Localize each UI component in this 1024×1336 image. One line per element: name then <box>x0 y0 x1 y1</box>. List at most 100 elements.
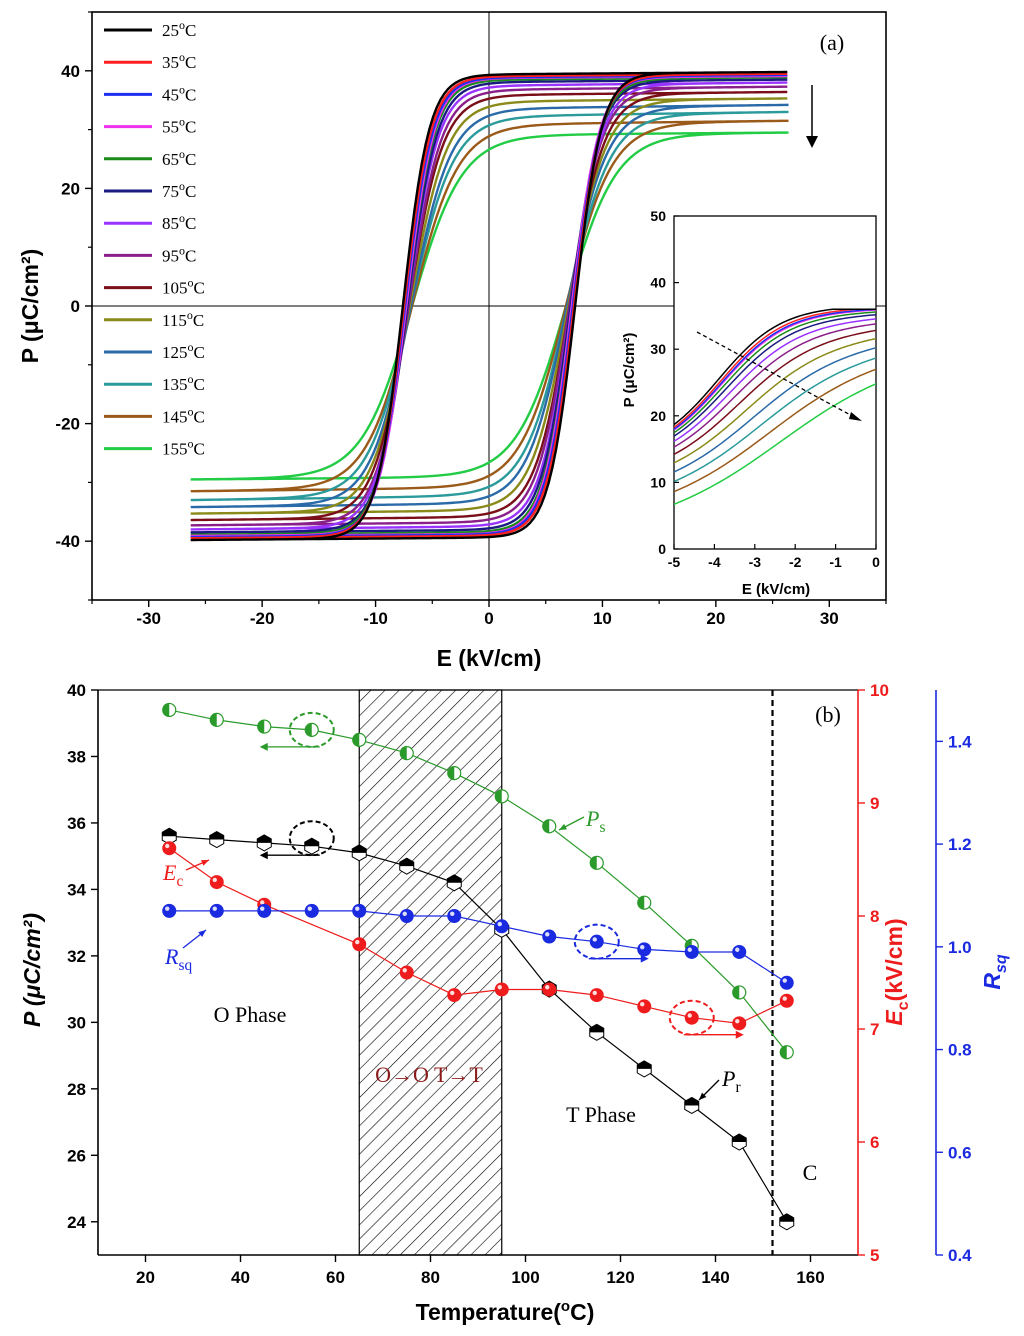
pr-marker-fill <box>209 831 224 840</box>
inset-curve-35C <box>674 308 876 428</box>
b-x-tick-label: 160 <box>796 1268 824 1287</box>
x-tick-label: -10 <box>363 609 388 628</box>
rsq-marker <box>399 909 414 923</box>
ec-marker <box>494 982 509 997</box>
ec-marker-highlight <box>212 877 217 883</box>
data-point-Ps <box>637 895 652 910</box>
rsq-tick-label: 1.0 <box>948 938 972 957</box>
inset-y-tick-label: 50 <box>650 208 666 224</box>
data-point-Pr <box>779 1213 795 1231</box>
data-point-Ec <box>684 1010 699 1025</box>
inset-curve-155C <box>674 383 876 506</box>
indicator-arrowhead <box>640 954 649 963</box>
ps-axis-indicator <box>259 711 335 751</box>
data-point-Ec <box>447 988 462 1003</box>
rsq-marker-highlight <box>450 911 455 916</box>
rsq-marker <box>589 934 604 949</box>
hysteresis-loop-145C <box>190 119 789 493</box>
pr-marker-fill <box>352 844 367 853</box>
inset-curve-75C <box>674 313 876 437</box>
legend-label-55C: 55oC <box>162 115 196 137</box>
x-tick-label: 10 <box>593 609 612 628</box>
ec-marker <box>589 988 604 1003</box>
indicator-arrowhead <box>735 1030 744 1039</box>
inset-curve-115C <box>674 337 876 464</box>
rsq-marker-highlight <box>545 932 550 937</box>
data-point-Ps <box>494 789 509 804</box>
pr-marker-fill <box>684 1097 699 1106</box>
hysteresis-loop-25C <box>190 70 788 542</box>
inset-curve-65C <box>674 311 876 434</box>
ec-marker-highlight <box>640 1002 645 1007</box>
data-point-Pr <box>399 857 415 875</box>
data-point-Rsq <box>637 942 652 957</box>
inset-y-tick-label: 10 <box>650 474 666 490</box>
transition-region-label: O→O T→T <box>375 1062 483 1087</box>
data-point-Rsq <box>542 929 557 944</box>
data-point-Pr <box>589 1023 605 1041</box>
legend-label-25C: 25oC <box>162 18 196 40</box>
ec-marker <box>779 993 794 1008</box>
ec-marker <box>637 999 652 1014</box>
rsq-marker <box>494 919 509 934</box>
legend-label-135C: 135oC <box>162 372 205 394</box>
data-point-Ps <box>162 702 177 718</box>
data-point-Rsq <box>684 944 699 959</box>
ps-pointer <box>558 816 585 831</box>
ps-marker-fill <box>257 720 265 734</box>
data-point-Ec <box>494 982 509 997</box>
rsq-tick-label: 1.4 <box>948 732 972 751</box>
ec-marker <box>732 1016 747 1031</box>
data-point-Rsq <box>399 909 414 923</box>
data-point-Pr <box>304 837 320 855</box>
rsq-series-label: Rsq <box>164 944 192 974</box>
x-tick-label: 20 <box>706 609 725 628</box>
rsq-marker <box>209 903 224 918</box>
temperature-decrease-arrow <box>806 85 818 148</box>
data-point-Ec <box>209 875 224 890</box>
data-point-Ps <box>209 712 224 728</box>
ps-marker-fill <box>637 896 645 910</box>
legend-label-95C: 95oC <box>162 243 196 265</box>
ec-marker <box>399 965 414 980</box>
inset-x-tick-label: -5 <box>668 554 681 570</box>
b-y-tick-label: 24 <box>67 1213 86 1232</box>
ec-marker-highlight <box>545 985 550 990</box>
b-x-tick-label: 140 <box>701 1268 729 1287</box>
rsq-marker <box>637 942 652 957</box>
inset-trend-arrow <box>696 331 862 421</box>
rsq-marker-highlight <box>402 911 407 916</box>
indicator-circle <box>668 999 715 1036</box>
panel-a-y-axis-title: P (μC/cm²) <box>17 249 43 364</box>
data-point-Pr <box>684 1096 700 1115</box>
panel-a-inset: -5 -4 -3 -2 -1 0 0 10 20 30 40 50 E (kV/cm) P (μC/c… <box>621 208 880 598</box>
legend-label-75C: 75oC <box>162 179 196 201</box>
ec-marker-highlight <box>782 996 787 1001</box>
ec-marker-highlight <box>402 968 407 973</box>
data-point-Rsq <box>494 919 509 934</box>
rsq-marker-highlight <box>307 906 312 911</box>
rsq-marker-highlight <box>165 906 170 911</box>
ec-axis-indicator <box>668 999 744 1039</box>
ps-marker-fill <box>352 733 360 747</box>
rsq-marker <box>447 909 462 923</box>
ps-marker-fill <box>447 766 455 780</box>
ps-marker-fill <box>732 985 740 999</box>
data-point-Ps <box>589 855 604 870</box>
pr-axis-indicator <box>259 820 335 860</box>
series-line-Rsq <box>169 910 788 984</box>
legend-label-65C: 65oC <box>162 147 196 169</box>
ps-marker-fill <box>542 819 550 833</box>
inset-curve-145C <box>674 368 876 493</box>
legend-label-115C: 115oC <box>162 308 204 330</box>
hysteresis-loop-155C <box>190 131 789 481</box>
inset-curve-105C <box>674 329 876 455</box>
rsq-marker-highlight <box>687 947 692 952</box>
rsq-marker <box>542 929 557 944</box>
inset-x-tick-label: -4 <box>708 554 721 570</box>
pr-pointer <box>698 1079 720 1101</box>
ec-marker-highlight <box>260 900 265 905</box>
pr-marker-fill <box>162 828 177 837</box>
y-tick-label: 0 <box>71 297 80 316</box>
